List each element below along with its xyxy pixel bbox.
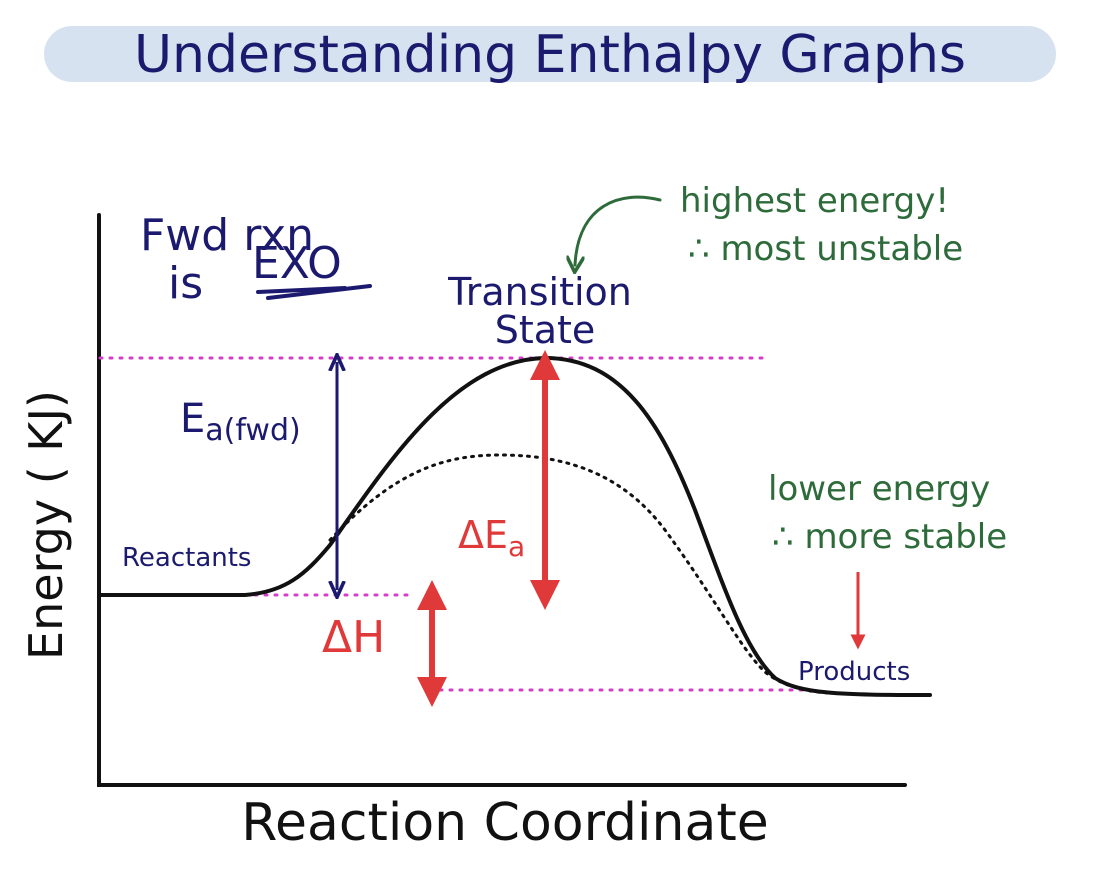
forward-note-prefix: is	[168, 258, 203, 309]
delta-h-label: ΔH	[322, 612, 385, 663]
page-title: Understanding Enthalpy Graphs	[134, 25, 966, 85]
forward-note-line1: Fwd rxn	[140, 210, 314, 261]
x-axis-label: Reaction Coordinate	[241, 793, 768, 853]
delta-ea-label: ΔEa	[458, 513, 525, 563]
highest-energy-note-line2: ∴ most unstable	[688, 229, 963, 269]
title-banner	[44, 26, 1056, 82]
highest-energy-note-line1: highest energy!	[680, 181, 949, 221]
axes	[97, 213, 907, 787]
emphasis-underline	[256, 284, 372, 300]
transition-state-line1: Transition	[447, 270, 632, 314]
lower-energy-note-line1: lower energy	[768, 469, 990, 509]
forward-note-emphasis: EXO	[252, 238, 342, 289]
products-label: Products	[798, 657, 910, 687]
ea-forward-label: Ea(fwd)	[180, 396, 301, 448]
transition-state-line2: State	[495, 308, 596, 352]
highest-energy-pointer	[575, 195, 662, 265]
reactants-label: Reactants	[122, 543, 251, 573]
y-axis-label: Energy ( KJ)	[19, 390, 73, 660]
lower-energy-note-line2: ∴ more stable	[772, 517, 1007, 557]
catalyzed-pathway-curve	[328, 453, 832, 695]
